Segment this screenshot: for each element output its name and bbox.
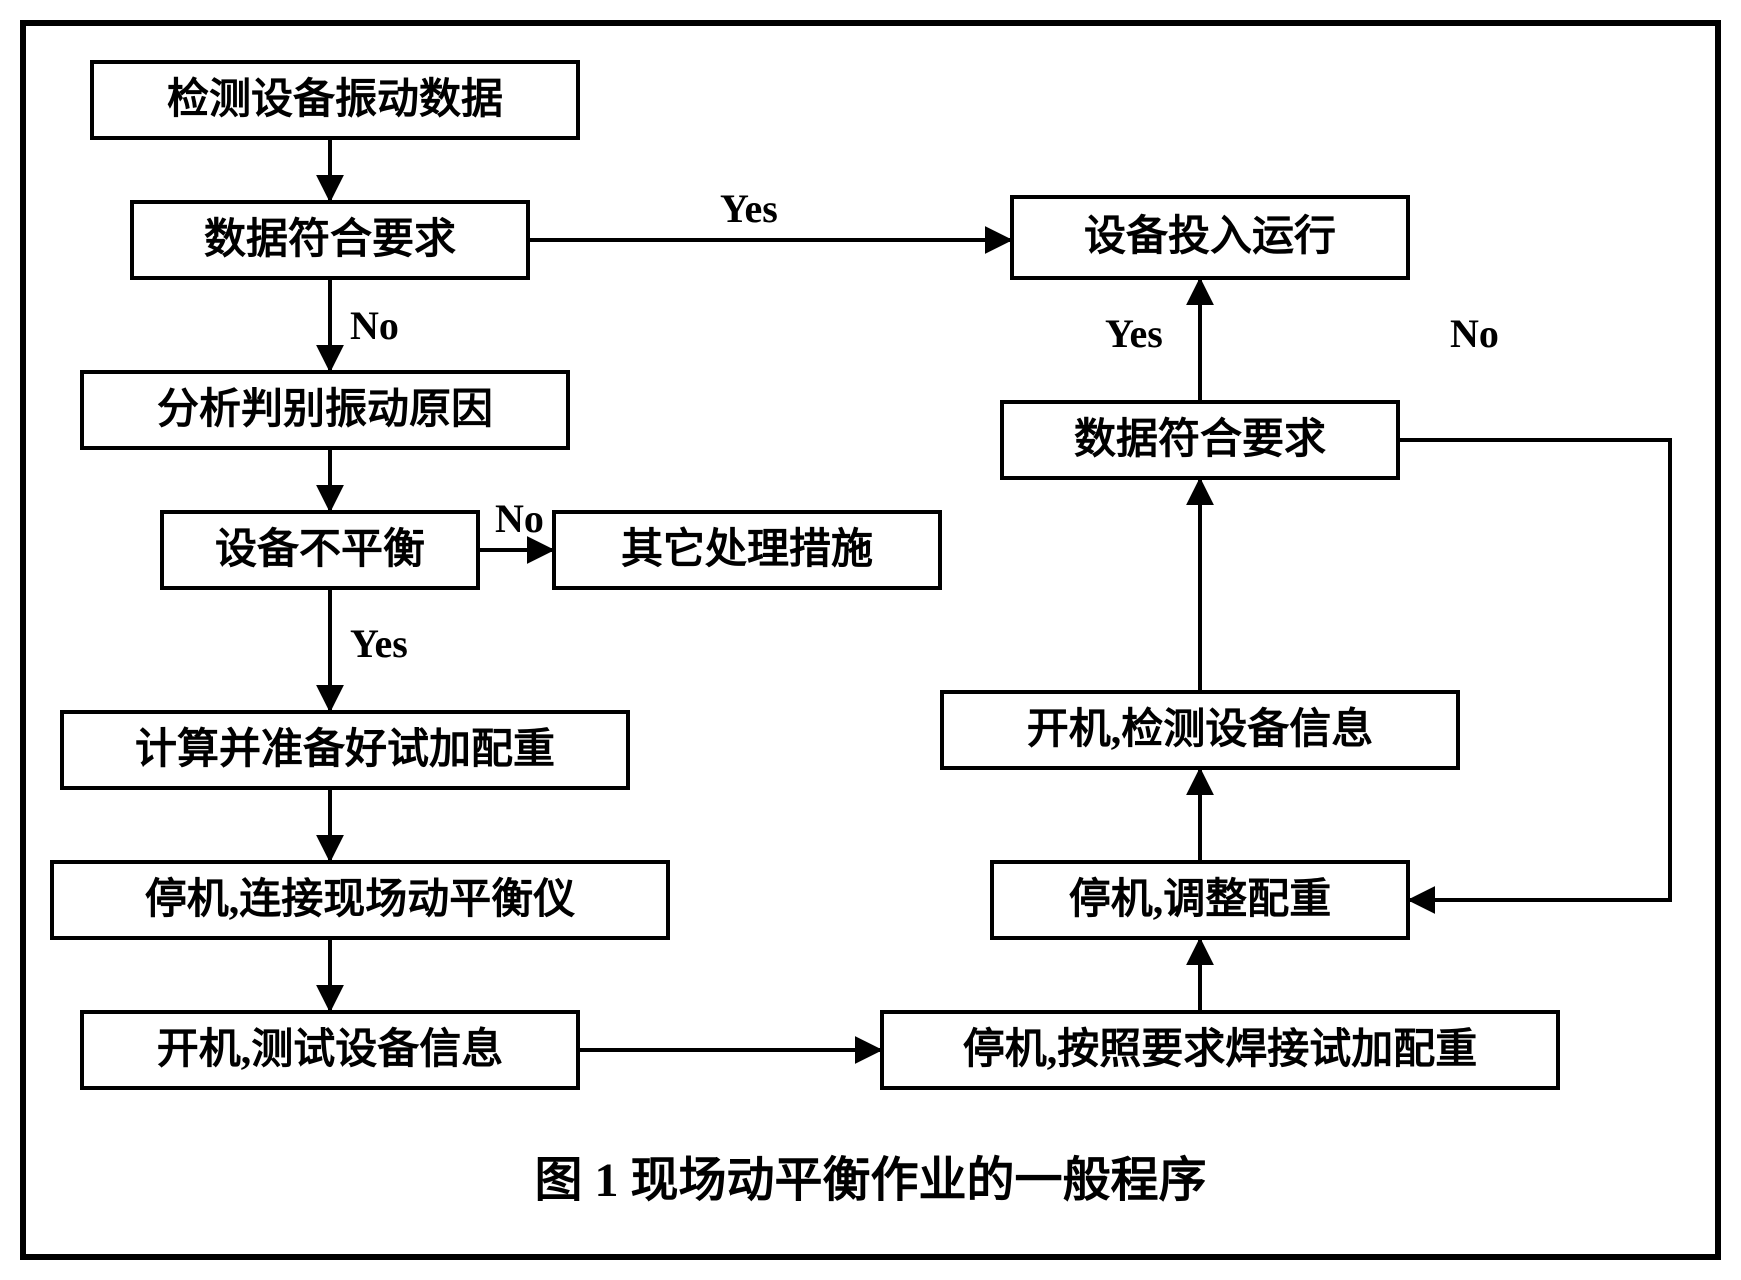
node-label: 计算并准备好试加配重: [135, 727, 555, 773]
node-start-check-info: 开机,检测设备信息: [940, 690, 1460, 770]
node-put-into-operation: 设备投入运行: [1010, 195, 1410, 280]
node-label: 分析判别振动原因: [157, 387, 493, 433]
node-label: 停机,调整配重: [1069, 877, 1332, 923]
edge-label-e3: Yes: [720, 185, 778, 232]
node-label: 开机,测试设备信息: [157, 1027, 504, 1073]
node-data-ok-1: 数据符合要求: [130, 200, 530, 280]
edge-label-e13: Yes: [1105, 310, 1163, 357]
node-start-test-info: 开机,测试设备信息: [80, 1010, 580, 1090]
edge-label-e6: Yes: [350, 620, 408, 667]
edge-label-e5: No: [495, 495, 544, 542]
node-label: 检测设备振动数据: [167, 77, 503, 123]
edge-label-e14: No: [1450, 310, 1499, 357]
node-data-ok-2: 数据符合要求: [1000, 400, 1400, 480]
edge-label-e2: No: [350, 302, 399, 349]
node-label: 其它处理措施: [621, 527, 873, 573]
node-label: 数据符合要求: [204, 217, 456, 263]
figure-caption: 图 1 现场动平衡作业的一般程序: [0, 1140, 1741, 1210]
node-stop-connect-balancer: 停机,连接现场动平衡仪: [50, 860, 670, 940]
node-analyze-cause: 分析判别振动原因: [80, 370, 570, 450]
node-label: 停机,按照要求焊接试加配重: [963, 1027, 1478, 1073]
caption-text: 图 1 现场动平衡作业的一般程序: [534, 1154, 1206, 1207]
node-prepare-trial-weight: 计算并准备好试加配重: [60, 710, 630, 790]
node-label: 数据符合要求: [1074, 417, 1326, 463]
node-label: 设备投入运行: [1084, 214, 1336, 260]
node-other-measures: 其它处理措施: [552, 510, 942, 590]
node-stop-weld-weight: 停机,按照要求焊接试加配重: [880, 1010, 1560, 1090]
node-label: 停机,连接现场动平衡仪: [145, 877, 576, 923]
node-label: 设备不平衡: [215, 527, 425, 573]
node-stop-adjust-weight: 停机,调整配重: [990, 860, 1410, 940]
node-detect-vibration: 检测设备振动数据: [90, 60, 580, 140]
node-unbalanced: 设备不平衡: [160, 510, 480, 590]
node-label: 开机,检测设备信息: [1027, 707, 1374, 753]
